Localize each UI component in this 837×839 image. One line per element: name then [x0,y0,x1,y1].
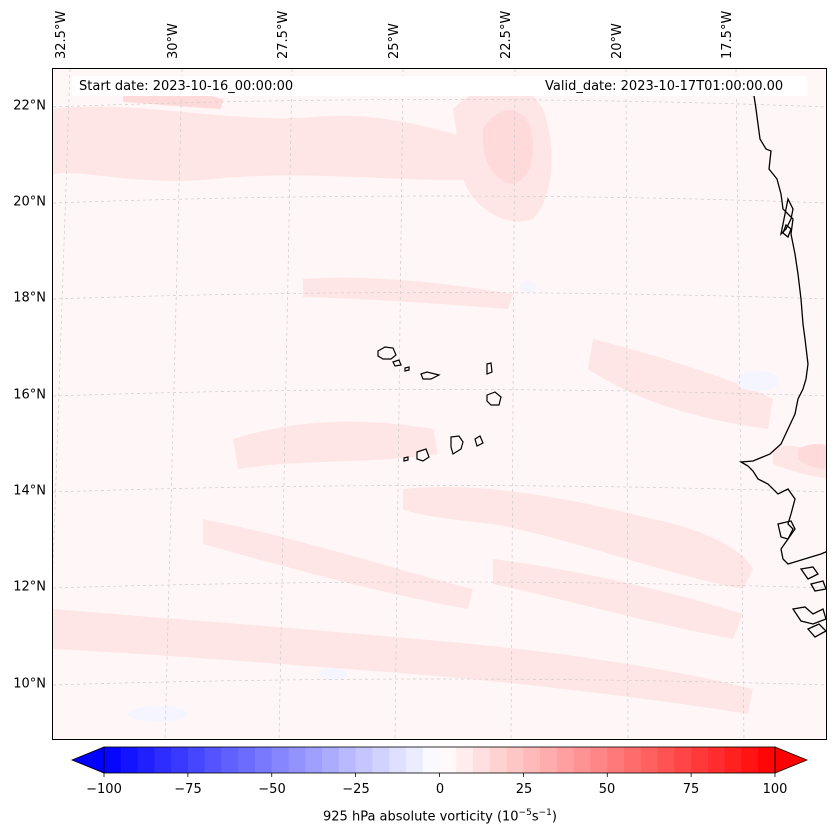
colorbar-tick: 25 [515,782,533,797]
colorbar-segment [624,747,642,773]
colorbar-segment [741,747,759,773]
colorbar-segment [355,747,373,773]
colorbar-label: 925 hPa absolute vorticity (10−5s−1) [323,808,557,825]
colorbar-segment [473,747,491,773]
colorbar-segment [338,747,357,773]
colorbar-segment [120,747,139,773]
colorbar-segment [657,747,675,773]
colorbar-segment [288,747,306,773]
colorbar-segment [607,747,625,773]
colorbar-segment [389,747,407,773]
colorbar-segment [221,747,239,773]
negative-vorticity-patches [128,281,780,722]
colorbar-tick: 75 [682,782,700,797]
lat-label-14n: 14°N [13,483,46,499]
lat-label-20n: 20°N [13,194,46,210]
colorbar-segment [590,747,608,773]
colorbar-segment [187,747,206,773]
colorbar-segment [171,747,189,773]
colorbar-max-extension [774,746,809,774]
coastline-africa [738,88,826,638]
colorbar-segment [405,747,424,773]
lat-label-10n: 10°N [13,676,46,692]
colorbar-segment [540,747,558,773]
colorbar-segment [254,747,273,773]
colorbar-segment [724,747,742,773]
colorbar-segment [674,747,692,773]
colorbar-segment [456,747,474,773]
lat-label-18n: 18°N [13,290,46,306]
colorbar-segment [556,747,575,773]
colorbar-segment [439,747,457,773]
colorbar-min-extension [70,746,105,774]
colorbar-tick: −50 [258,782,286,797]
colorbar-segment [154,747,172,773]
colorbar-segment [204,747,222,773]
start-date-text: Start date: 2023-10-16_00:00:00 [79,79,294,94]
colorbar-segment [640,747,659,773]
colorbar-segment [422,747,440,773]
colorbar-segment [238,747,256,773]
colorbar-segment [322,747,340,773]
colorbar-segment [104,747,122,773]
graticule [53,69,826,739]
lat-label-16n: 16°N [13,387,46,403]
colorbar-tick: −100 [86,782,122,797]
lat-label-22n: 22°N [13,98,46,114]
colorbar-segment [707,747,726,773]
colorbar-segment [489,747,508,773]
lat-label-12n: 12°N [13,579,46,595]
colorbar-segment [691,747,709,773]
colorbar-tick: −75 [174,782,202,797]
colorbar-tick: 50 [598,782,616,797]
vorticity-field [53,69,826,739]
colorbar-tick: 0 [435,782,445,797]
colorbar-tick: −25 [342,782,370,797]
valid-date-text: Valid_date: 2023-10-17T01:00:00.00 [545,79,784,94]
colorbar-tick: 100 [762,782,788,797]
cape-verde-islands [377,346,502,462]
colorbar-segment [305,747,323,773]
header-band [72,76,807,96]
colorbar-segment [506,747,524,773]
map-panel[interactable] [52,68,827,740]
colorbar-segment [523,747,541,773]
colorbar-segment [137,747,155,773]
colorbar-segment [271,747,290,773]
colorbar-segment [758,747,776,773]
colorbar-segment [573,747,591,773]
positive-vorticity-patches [53,84,826,714]
colorbar-segment [372,747,390,773]
